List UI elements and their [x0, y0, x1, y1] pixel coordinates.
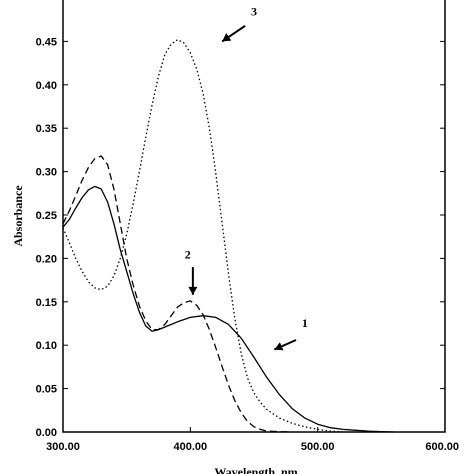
annotation-label: 3: [251, 4, 257, 18]
x-tick-label: 400.00: [174, 441, 208, 453]
annotations: 1 2 3: [185, 4, 308, 351]
x-tick-label: 300.00: [46, 441, 80, 453]
series-line-2: [62, 155, 293, 433]
annotation-label: 1: [302, 316, 308, 330]
x-tick-label: 600.00: [425, 441, 459, 453]
series-layer: [62, 39, 395, 433]
x-axis-title: Wavelength, nm: [214, 465, 297, 474]
y-tick-label: 0.25: [36, 210, 57, 222]
y-tick-label: 0.05: [36, 384, 57, 396]
y-tick-label: 0.45: [36, 36, 57, 48]
annotation-arrow-head: [188, 286, 198, 295]
x-axis-ticks: 300.00 400.00 500.00 600.00: [46, 427, 459, 453]
annotation-label: 2: [185, 247, 191, 261]
y-tick-label: 0.00: [36, 427, 57, 439]
y-axis-ticks: 0.00 0.05 0.10 0.15 0.20 0.25 0.30 0.35 0.40 0.45: [36, 36, 445, 439]
annotation-arrow-head: [222, 33, 232, 42]
plot-frame: [62, 0, 446, 433]
y-tick-label: 0.15: [36, 297, 57, 309]
series-line-1: [62, 185, 395, 433]
y-axis-title: Absorbance: [11, 185, 25, 247]
y-tick-label: 0.20: [36, 253, 57, 265]
y-tick-label: 0.40: [36, 80, 57, 92]
x-tick-label: 500.00: [301, 441, 335, 453]
y-tick-label: 0.30: [36, 167, 57, 179]
y-tick-label: 0.10: [36, 340, 57, 352]
series-line-3: [62, 39, 344, 433]
annotation-arrow-head: [274, 342, 284, 351]
y-tick-label: 0.35: [36, 123, 57, 135]
